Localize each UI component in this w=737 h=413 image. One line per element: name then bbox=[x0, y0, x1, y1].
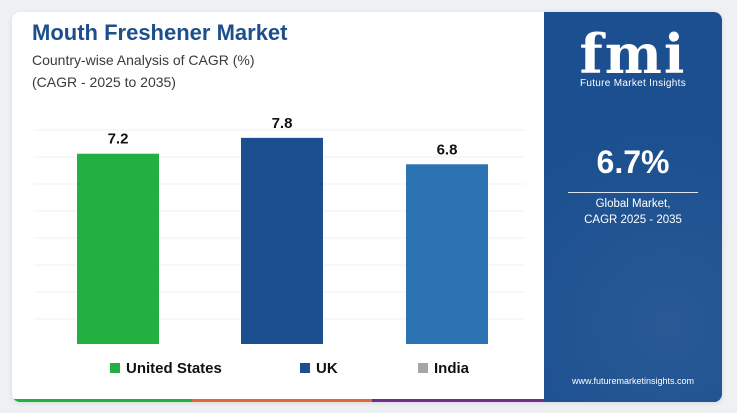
value-label-india: 6.8 bbox=[437, 141, 458, 158]
chart-subtitle-period: (CAGR - 2025 to 2035) bbox=[32, 74, 176, 90]
legend-item-uk: UK bbox=[300, 360, 338, 377]
global-cagr-value: 6.7% bbox=[596, 144, 670, 180]
legend-swatch-india bbox=[418, 363, 428, 373]
bar-uk bbox=[241, 137, 323, 344]
bottom-stripe-3 bbox=[372, 399, 544, 402]
bar-united-states bbox=[77, 153, 159, 344]
legend-label-uk: UK bbox=[316, 360, 338, 377]
legend-item-india: India bbox=[418, 360, 469, 377]
website-link[interactable]: www.futuremarketinsights.com bbox=[571, 376, 695, 386]
global-cagr-label-line1: Global Market, bbox=[595, 198, 671, 210]
legend-item-united-states: United States bbox=[110, 360, 222, 377]
global-cagr-label-line2: CAGR 2025 - 2035 bbox=[584, 214, 682, 226]
legend-swatch-uk bbox=[300, 363, 310, 373]
bottom-stripe-2 bbox=[192, 399, 372, 402]
value-label-united-states: 7.2 bbox=[108, 131, 129, 148]
legend-label-united-states: United States bbox=[126, 360, 222, 377]
fmi-logo: fmi bbox=[579, 22, 687, 86]
logo-subtitle: Future Market Insights bbox=[579, 78, 687, 89]
legend-swatch-united-states bbox=[110, 363, 120, 373]
chart-card: Mouth Freshener Market Country-wise Anal… bbox=[12, 12, 722, 402]
chart-title: Mouth Freshener Market bbox=[32, 20, 288, 45]
bar-chart: 7.2 7.8 6.8 bbox=[34, 115, 524, 344]
panel-divider bbox=[568, 192, 698, 193]
bar-india bbox=[406, 164, 488, 344]
summary-panel: fmi Future Market Insights 6.7% Global M… bbox=[544, 12, 722, 402]
bottom-stripe-1 bbox=[12, 399, 192, 402]
chart-subtitle: Country-wise Analysis of CAGR (%) bbox=[32, 52, 255, 68]
value-label-uk: 7.8 bbox=[272, 115, 293, 132]
legend-label-india: India bbox=[434, 360, 470, 377]
